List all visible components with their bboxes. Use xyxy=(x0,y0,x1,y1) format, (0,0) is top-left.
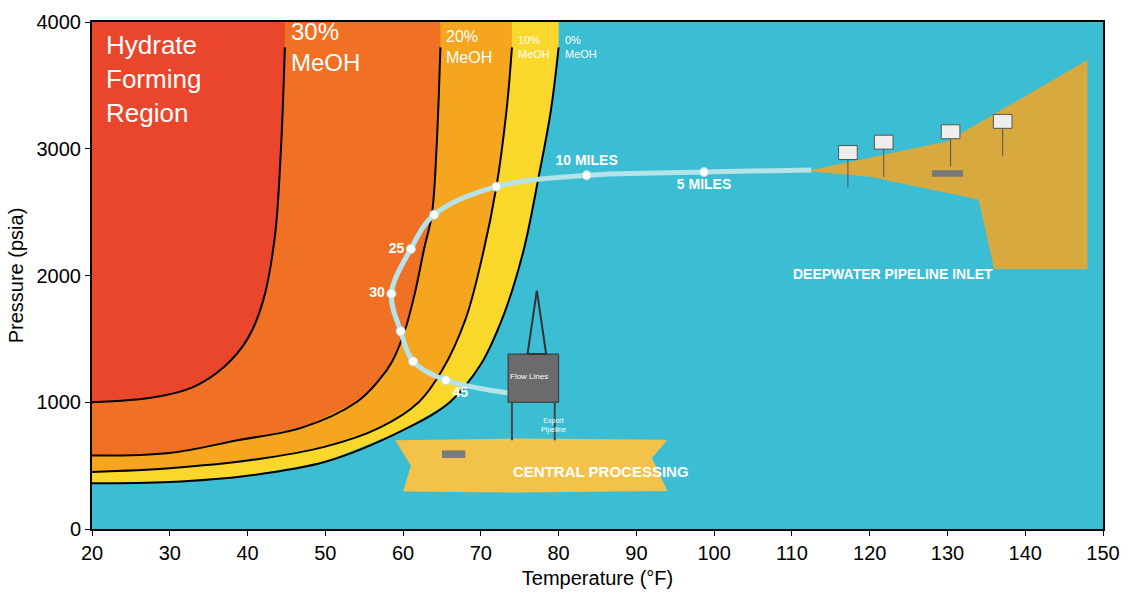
svg-text:5 MILES: 5 MILES xyxy=(677,176,731,192)
svg-text:30: 30 xyxy=(369,284,385,300)
svg-text:0%MeOH: 0%MeOH xyxy=(565,34,597,60)
svg-text:Pressure (psia): Pressure (psia) xyxy=(5,208,27,344)
svg-text:30: 30 xyxy=(159,542,181,564)
svg-text:20: 20 xyxy=(81,542,103,564)
svg-text:140: 140 xyxy=(1009,542,1042,564)
svg-text:10 MILES: 10 MILES xyxy=(555,152,617,168)
svg-text:ExportPipeline: ExportPipeline xyxy=(541,417,566,434)
svg-text:50: 50 xyxy=(314,542,336,564)
svg-text:80: 80 xyxy=(547,542,569,564)
svg-text:45: 45 xyxy=(452,384,468,400)
svg-text:120: 120 xyxy=(853,542,886,564)
svg-text:25: 25 xyxy=(389,240,405,256)
svg-text:130: 130 xyxy=(931,542,964,564)
svg-text:70: 70 xyxy=(470,542,492,564)
svg-text:60: 60 xyxy=(392,542,414,564)
svg-text:40: 40 xyxy=(236,542,258,564)
svg-text:CENTRAL PROCESSING: CENTRAL PROCESSING xyxy=(513,463,689,480)
svg-text:DEEPWATER PIPELINE INLET: DEEPWATER PIPELINE INLET xyxy=(793,266,993,282)
svg-text:100: 100 xyxy=(697,542,730,564)
svg-text:20%MeOH: 20%MeOH xyxy=(446,28,492,66)
svg-text:4000: 4000 xyxy=(37,11,82,33)
svg-text:Temperature (°F): Temperature (°F) xyxy=(522,567,673,589)
svg-text:90: 90 xyxy=(625,542,647,564)
svg-text:3000: 3000 xyxy=(37,138,82,160)
svg-text:0: 0 xyxy=(70,518,81,540)
svg-text:30%MeOH: 30%MeOH xyxy=(291,18,360,76)
svg-text:2000: 2000 xyxy=(37,265,82,287)
svg-text:110: 110 xyxy=(776,542,808,564)
svg-text:Flow Lines: Flow Lines xyxy=(510,372,548,381)
svg-text:HydrateFormingRegion: HydrateFormingRegion xyxy=(106,30,201,128)
svg-text:150: 150 xyxy=(1086,542,1119,564)
svg-text:1000: 1000 xyxy=(37,391,82,413)
svg-text:10%MeOH: 10%MeOH xyxy=(518,34,550,60)
